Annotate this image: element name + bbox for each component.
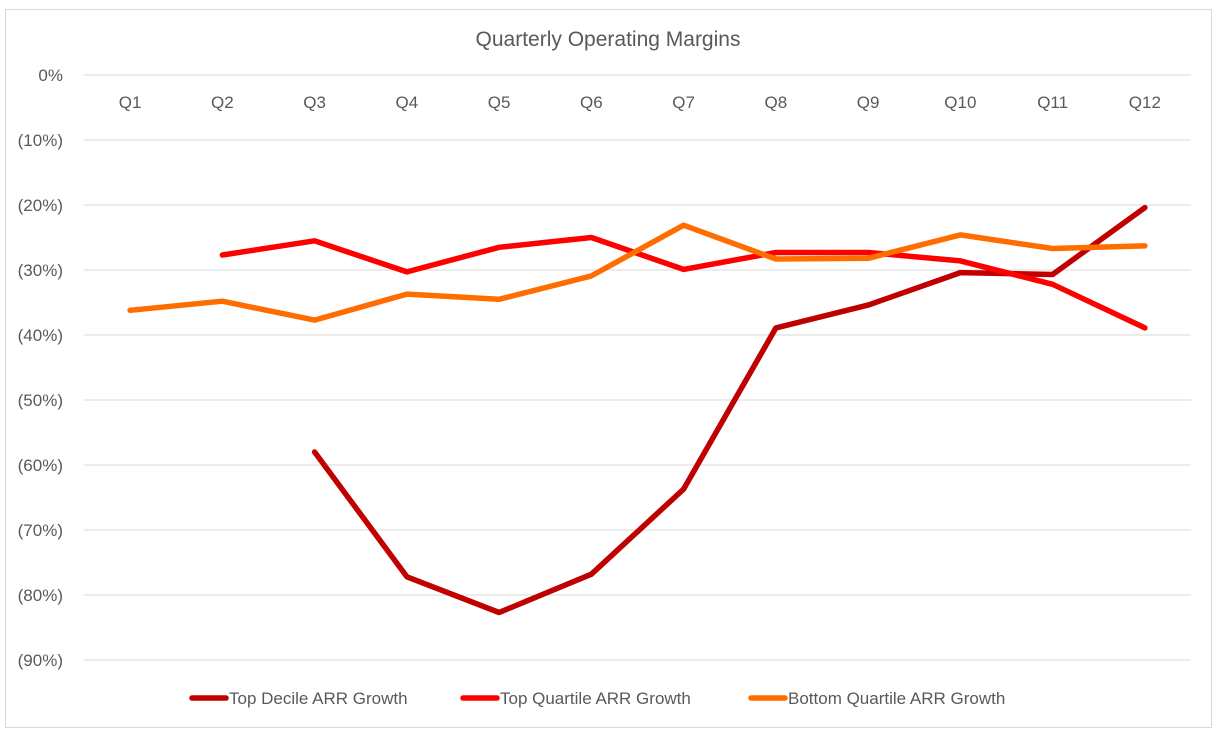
x-tick-label: Q5 — [488, 93, 511, 112]
y-tick-label: (50%) — [18, 391, 63, 410]
y-tick-label: (10%) — [18, 131, 63, 150]
chart-title: Quarterly Operating Margins — [476, 28, 741, 51]
x-tick-label: Q9 — [857, 93, 880, 112]
y-axis-tick-labels: 0% (10%) (20%) (30%) (40%) (50%) (60%) (70%) (80… — [18, 66, 63, 670]
x-axis-tick-labels: Q1 Q2 Q3 Q4 Q5 Q6 Q7 Q8 Q9 Q10 Q11 Q12 — [119, 93, 1161, 112]
y-tick-label: (60%) — [18, 456, 63, 475]
legend-label: Top Quartile ARR Growth — [500, 689, 691, 708]
y-tick-label: (40%) — [18, 326, 63, 345]
y-tick-label: (90%) — [18, 651, 63, 670]
y-tick-label: (80%) — [18, 586, 63, 605]
series-line-1 — [311, 204, 1148, 616]
x-tick-label: Q8 — [765, 93, 788, 112]
y-tick-label: 0% — [38, 66, 63, 85]
legend: Top Decile ARR Growth Top Quartile ARR Gr… — [189, 689, 1005, 708]
series-lines — [127, 204, 1148, 616]
x-tick-label: Q3 — [303, 93, 326, 112]
gridlines — [84, 74, 1191, 661]
x-tick-label: Q6 — [580, 93, 603, 112]
y-tick-label: (20%) — [18, 196, 63, 215]
series-line-3 — [127, 222, 1148, 323]
series-line-2 — [219, 234, 1148, 331]
y-tick-label: (70%) — [18, 521, 63, 540]
x-tick-label: Q2 — [211, 93, 234, 112]
legend-label: Top Decile ARR Growth — [229, 689, 408, 708]
legend-label: Bottom Quartile ARR Growth — [788, 689, 1005, 708]
x-tick-label: Q7 — [672, 93, 695, 112]
x-tick-label: Q12 — [1129, 93, 1161, 112]
x-tick-label: Q1 — [119, 93, 142, 112]
x-tick-label: Q10 — [944, 93, 976, 112]
chart-area — [5, 9, 1212, 728]
y-tick-label: (30%) — [18, 261, 63, 280]
x-tick-label: Q11 — [1037, 93, 1068, 112]
x-tick-label: Q4 — [396, 93, 419, 112]
